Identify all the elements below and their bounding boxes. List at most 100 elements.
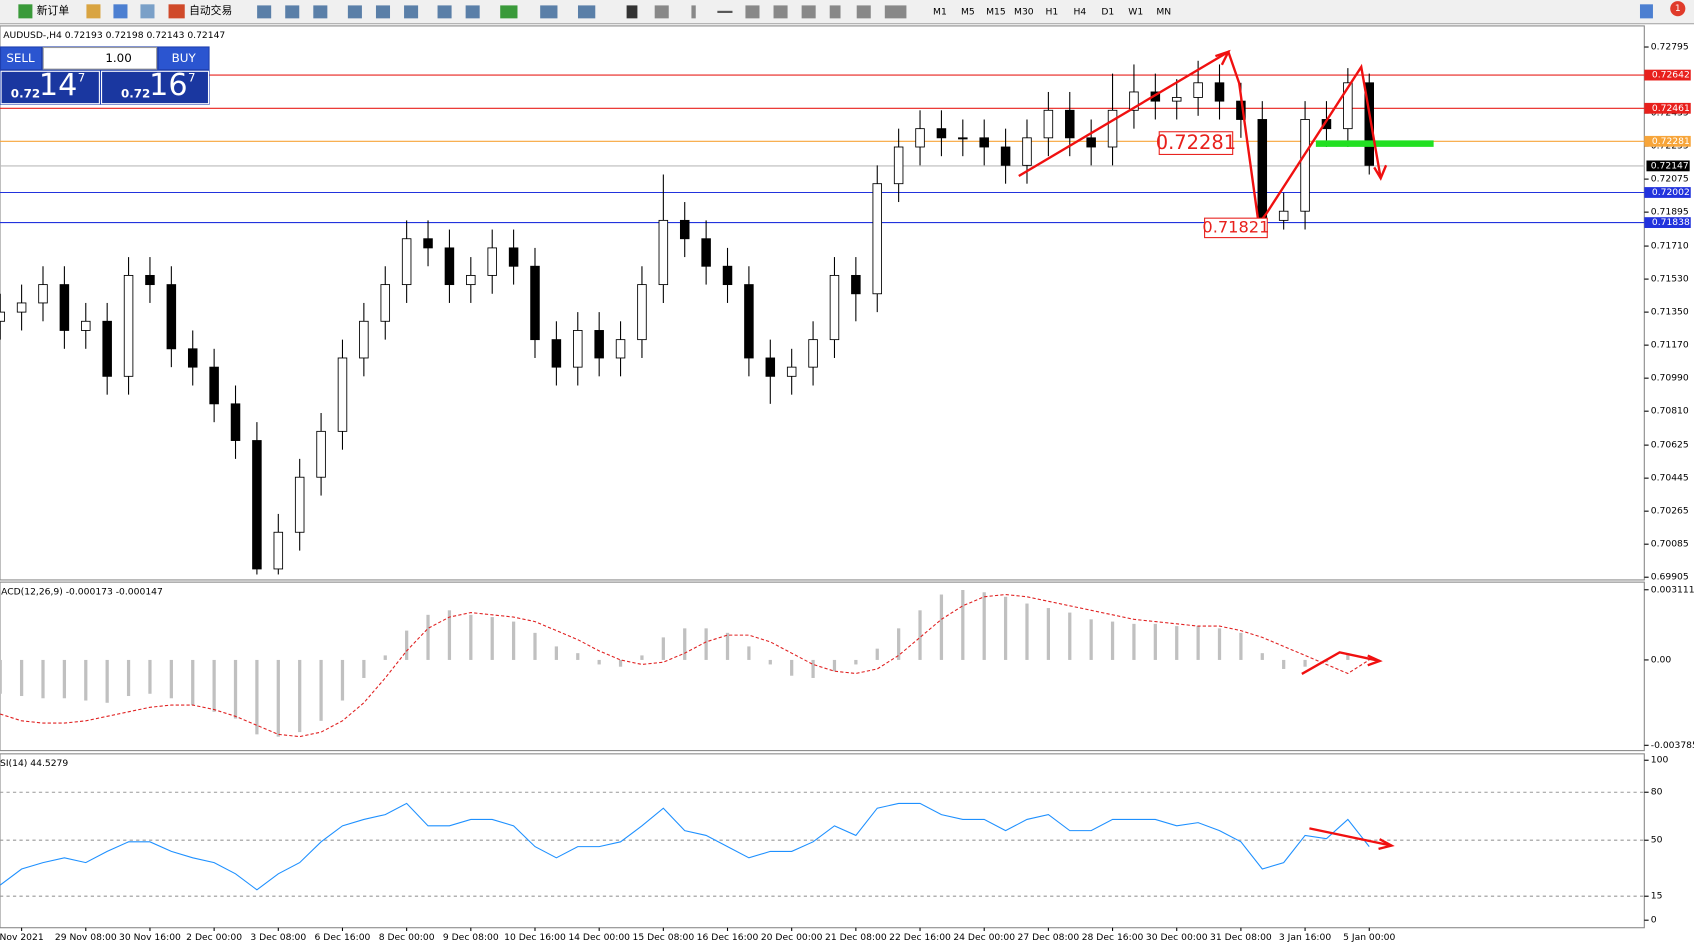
y-tick-label: 0.70265 [1651,506,1689,517]
candle-body [594,330,604,359]
buy-price-big: 16 [149,68,187,103]
annotation-box [1158,131,1234,155]
candle-body [1171,97,1182,102]
candle-body [1300,119,1310,212]
macd-bar [84,659,88,701]
auto-trading-icon[interactable] [168,4,185,19]
toolbar-icon[interactable] [745,5,760,19]
x-tick-label: 16 Dec 16:00 [697,932,759,943]
notification-badge[interactable] [1670,1,1686,17]
toolbar-icon[interactable] [691,5,696,19]
search-icon[interactable] [1639,4,1653,19]
price-tag-label: 0.72281 [1652,136,1690,147]
price-tag-label: 0.72002 [1652,187,1690,198]
x-tick-label: 2 Dec 00:00 [186,932,242,943]
candle-body [893,146,904,185]
timeframe-button[interactable]: D1 [1101,6,1114,17]
candle-body [551,339,562,368]
toolbar-icon[interactable] [829,5,841,19]
y-tick-label: 0.70990 [1651,373,1689,384]
macd-bar [41,659,45,699]
toolbar-icon[interactable] [313,5,328,19]
candle-body [1214,82,1225,102]
timeframe-button[interactable]: M5 [961,6,975,17]
y-tick-label: 100 [1651,755,1669,766]
price-tag [1644,102,1691,114]
y-tick-label: 0.69905 [1651,572,1689,583]
macd-bar [1260,653,1264,660]
toolbar-icon[interactable] [285,5,300,19]
macd-bar [982,592,986,660]
toolbar-icon[interactable] [801,5,816,19]
timeframe-button[interactable]: M15 [986,6,1006,17]
timeframe-button[interactable]: H1 [1045,6,1058,17]
macd-bar [1175,626,1179,660]
sell-button[interactable] [1,47,42,70]
toolbar-icon[interactable] [465,5,480,19]
y-tick-label: 0.71350 [1651,307,1689,318]
toolbar-icon[interactable] [375,5,391,19]
y-tick-label: 80 [1651,787,1663,798]
timeframe-button[interactable]: W1 [1128,6,1143,17]
timeframe-button[interactable]: H4 [1073,6,1086,17]
annotation-label: 0.71821 [1202,217,1269,236]
toolbar-icon[interactable] [654,5,669,19]
candle-body [1107,109,1118,148]
toolbar-icon[interactable] [717,10,733,13]
toolbar-icon[interactable] [500,5,518,19]
macd-bar [126,659,131,697]
macd-bar [832,659,837,672]
buy-price-sup: 7 [188,70,196,84]
macd-bar [276,659,280,737]
toolbar-icon[interactable] [884,5,907,19]
candle-body [679,219,690,240]
rsi-title: SI(14) 44.5279 [0,758,68,769]
toolbar-icon[interactable] [856,5,871,19]
lot-value[interactable]: 1.00 [105,51,131,65]
candle-body [423,238,433,249]
toolbar-icon[interactable] [140,4,155,19]
new-order-button[interactable]: 新订单 [37,3,70,17]
timeframe-button[interactable]: MN [1156,6,1171,17]
sell-price-box[interactable] [0,70,100,105]
new-order-icon[interactable] [18,4,33,19]
timeframe-button[interactable]: M1 [933,6,947,17]
candle-body [444,247,455,286]
toolbar-icon[interactable] [113,4,128,19]
toolbar-icon[interactable] [257,5,272,19]
toolbar-icon[interactable] [577,5,596,19]
toolbar-icon[interactable] [773,5,788,19]
candle-body [508,247,519,267]
candle-body [16,302,27,313]
buy-price-box[interactable] [101,70,210,105]
toolbar-icon[interactable] [347,5,362,19]
toolbar-icon[interactable] [437,5,452,19]
rsi-arrow [1309,827,1392,847]
annotation-label: 0.72281 [1156,131,1236,154]
y-tick-label: 0.71895 [1651,207,1689,218]
arrow-head [1373,164,1388,181]
toolbar-icon[interactable] [86,4,101,19]
macd-bar [447,610,452,660]
timeframe-button[interactable]: M30 [1014,6,1034,17]
toolbar-icon[interactable] [540,5,558,19]
toolbar-icon[interactable] [404,5,419,19]
x-tick-label: 14 Dec 00:00 [568,932,630,943]
x-tick-label: 27 Dec 08:00 [1018,932,1080,943]
macd-bar [426,614,430,660]
rsi-line [0,802,1370,891]
sell-label[interactable]: SELL [6,51,35,65]
macd-bar [62,659,67,699]
candle-body [81,320,91,331]
buy-button[interactable] [158,47,209,70]
toolbar-icon[interactable] [626,5,638,19]
x-tick-label: 6 Dec 16:00 [315,932,371,943]
buy-label[interactable]: BUY [172,51,197,65]
lot-input[interactable] [42,46,158,70]
candle-body [658,219,669,286]
macd-bar [1003,596,1008,660]
auto-trading-button[interactable]: 自动交易 [189,3,232,17]
macd-bar [1068,612,1072,660]
y-tick-label: -0.003785 [1651,740,1694,751]
